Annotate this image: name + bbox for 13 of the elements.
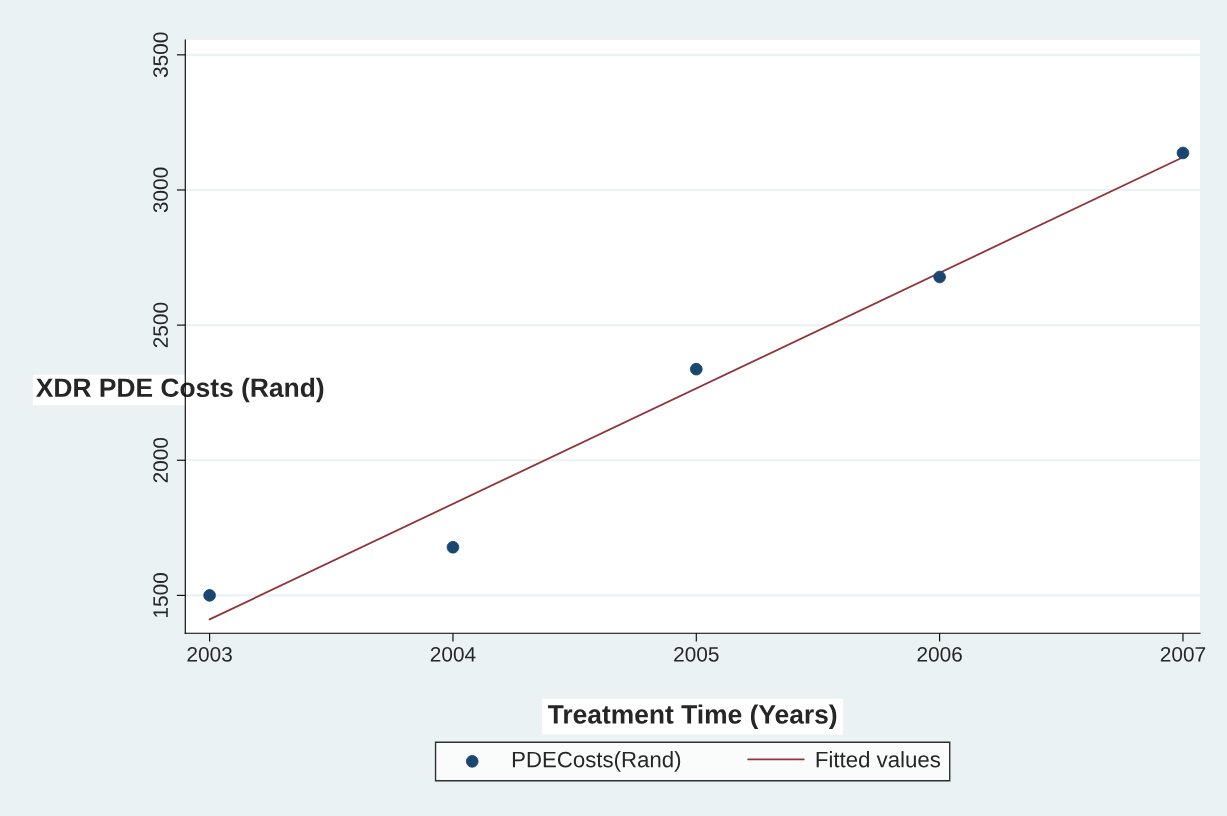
x-tick-label: 2007 [1160, 646, 1206, 662]
x-tick-label: 2004 [430, 646, 476, 662]
y-tick-label: 3000 [153, 167, 168, 213]
x-tick-label: 2005 [674, 646, 719, 662]
y-tick-label: 2500 [153, 302, 168, 348]
legend-label: Fitted values [816, 751, 941, 768]
y-tick-label: 2000 [153, 437, 168, 483]
y-tick-label: 1500 [153, 573, 168, 617]
x-axis-title: Treatment Time (Years) [547, 704, 837, 729]
legend-label: PDECosts(Rand) [512, 751, 681, 772]
x-tick-label: 2003 [187, 646, 232, 662]
y-tick-label: 3500 [153, 32, 168, 78]
x-tick-label: 2006 [917, 646, 962, 662]
